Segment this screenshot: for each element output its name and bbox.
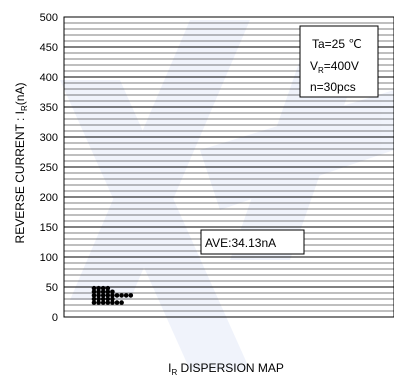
data-point (100, 296, 106, 302)
data-point (110, 289, 115, 295)
y-tick-label: 0 (52, 312, 58, 324)
y-tick-label: 450 (40, 42, 58, 54)
data-point (123, 293, 129, 298)
y-tick-label: 500 (40, 12, 58, 24)
data-point (96, 296, 101, 302)
data-point (114, 300, 120, 305)
conditions-box: Ta=25 ℃ VR=400V n=30pcs (299, 25, 379, 98)
data-point (100, 293, 106, 298)
average-label: AVE:34.13nA (205, 236, 276, 250)
data-point (105, 285, 111, 291)
y-tick-label: 100 (40, 252, 58, 264)
data-point (100, 285, 106, 291)
data-point (110, 296, 115, 302)
data-point (91, 289, 97, 295)
x-axis-title: IR DISPERSION MAP (168, 361, 284, 376)
sample-count-label: n=30pcs (310, 80, 356, 94)
data-point (96, 285, 101, 291)
y-tick-label: 300 (40, 132, 58, 144)
data-point (110, 300, 115, 305)
plot-area: 0 50 100 150 200 250 300 350 400 450 500 (40, 12, 394, 324)
y-axis-ticks: 0 50 100 150 200 250 300 350 400 450 500 (40, 12, 58, 324)
data-point (100, 300, 106, 305)
data-point (114, 293, 120, 298)
data-point (91, 296, 97, 302)
data-point (110, 293, 115, 298)
data-point (100, 289, 106, 295)
data-point (96, 300, 101, 305)
average-box: AVE:34.13nA (200, 229, 305, 255)
data-point (128, 293, 134, 298)
data-point (91, 285, 97, 291)
data-point (96, 293, 101, 298)
data-point (96, 289, 101, 295)
data-point (119, 300, 124, 305)
data-point (91, 293, 97, 298)
y-tick-label: 350 (40, 102, 58, 114)
y-tick-label: 400 (40, 72, 58, 84)
watermark-logo (60, 20, 394, 370)
y-tick-label: 200 (40, 192, 58, 204)
data-point (105, 300, 111, 305)
data-points (91, 285, 134, 305)
data-point (105, 293, 111, 298)
data-point (105, 289, 111, 295)
temperature-label: Ta=25 ℃ (312, 37, 362, 51)
y-tick-label: 50 (46, 282, 58, 294)
data-point (119, 293, 124, 298)
voltage-label: VR=400V (310, 59, 359, 75)
data-point (105, 296, 111, 302)
y-axis-title: REVERSE CURRENT : IR(nA) (13, 83, 29, 244)
y-tick-label: 250 (40, 162, 58, 174)
data-point (91, 300, 97, 305)
y-tick-label: 150 (40, 222, 58, 234)
